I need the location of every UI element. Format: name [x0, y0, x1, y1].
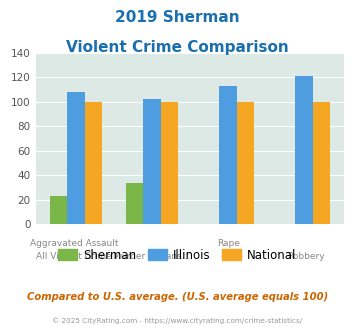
Text: All Violent Crime: All Violent Crime [36, 252, 112, 261]
Bar [295, 76, 313, 224]
Bar [67, 92, 84, 224]
Bar [313, 102, 330, 224]
Legend: Sherman, Illinois, National: Sherman, Illinois, National [54, 244, 301, 266]
Text: 2019 Sherman: 2019 Sherman [115, 10, 240, 25]
Text: Violent Crime Comparison: Violent Crime Comparison [66, 40, 289, 54]
Text: Murder & Mans...: Murder & Mans... [113, 252, 190, 261]
Bar [126, 183, 143, 224]
Text: Aggravated Assault: Aggravated Assault [30, 239, 118, 248]
Bar [50, 196, 67, 224]
Bar [160, 102, 178, 224]
Text: Rape: Rape [217, 239, 240, 248]
Bar [143, 99, 160, 224]
Text: Robbery: Robbery [287, 252, 324, 261]
Bar [84, 102, 102, 224]
Bar [219, 86, 237, 224]
Text: © 2025 CityRating.com - https://www.cityrating.com/crime-statistics/: © 2025 CityRating.com - https://www.city… [53, 317, 302, 324]
Bar [237, 102, 254, 224]
Text: Compared to U.S. average. (U.S. average equals 100): Compared to U.S. average. (U.S. average … [27, 292, 328, 302]
